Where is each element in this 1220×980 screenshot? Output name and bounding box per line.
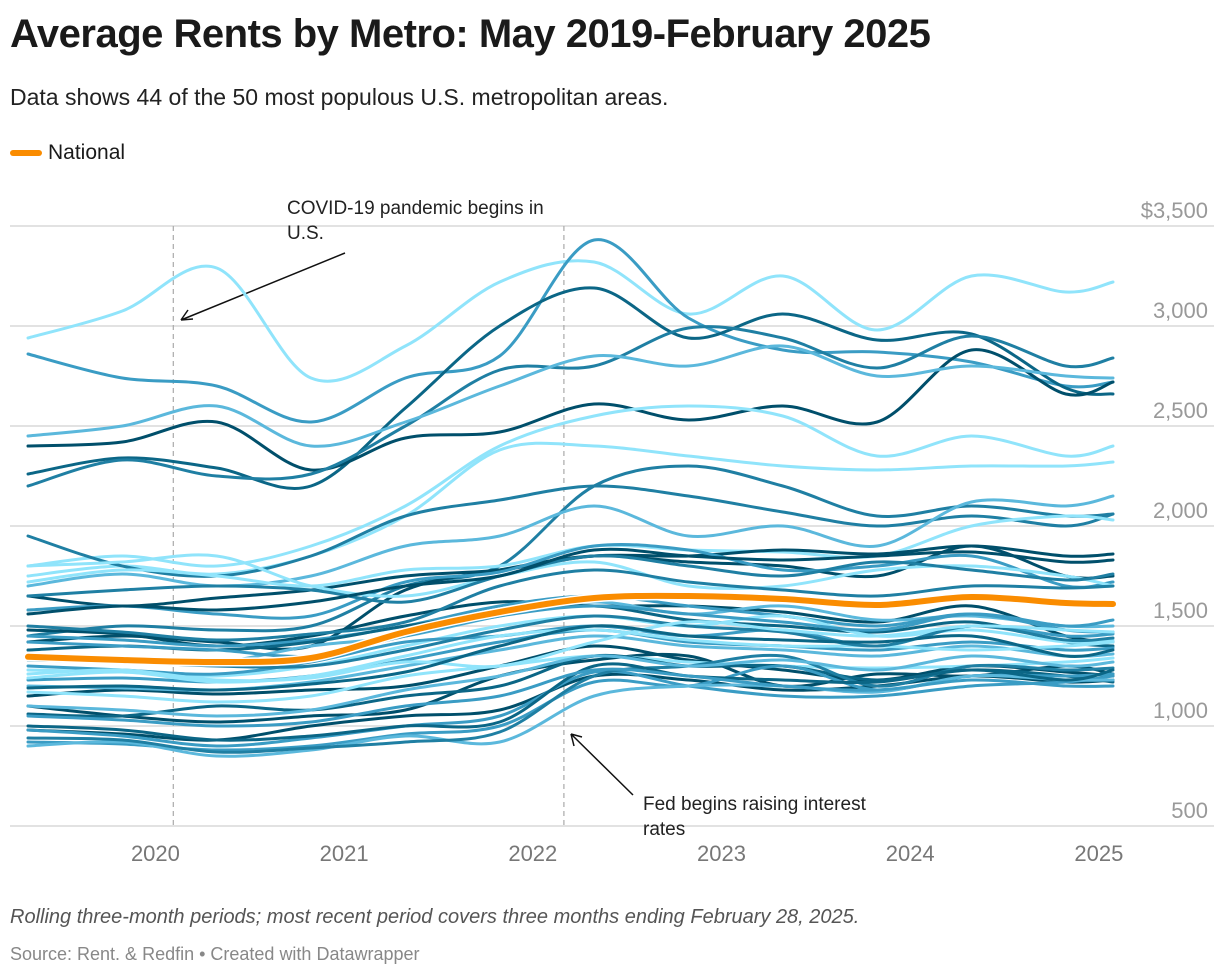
metro-line-42 [26, 654, 1115, 718]
national-series [23, 591, 1118, 667]
metro-line-8 [26, 441, 1115, 578]
x-axis-labels: 2020 2021 2022 2023 2024 2025 [131, 841, 1123, 866]
y-tick-label: 1,500 [1153, 598, 1208, 623]
x-tick-label: 2020 [131, 841, 180, 866]
metro-line-34 [26, 653, 1115, 754]
y-tick-label: 2,500 [1153, 398, 1208, 423]
metro-line-36 [26, 628, 1115, 684]
annotation-arrow-covid [180, 252, 346, 321]
metro-line-40 [26, 667, 1115, 728]
chart-title: Average Rents by Metro: May 2019-Februar… [10, 12, 931, 56]
x-tick-label: 2025 [1074, 841, 1123, 866]
metro-line-31 [26, 669, 1115, 748]
chart-subtitle: Data shows 44 of the 50 most populous U.… [10, 84, 669, 110]
metro-line-37 [26, 604, 1115, 658]
metro-line-17 [26, 554, 1115, 604]
annotation-text-fed: Fed begins raising interest [643, 794, 867, 815]
metro-line-39 [26, 620, 1115, 683]
metro-line-41 [26, 624, 1115, 692]
metro-line-6 [26, 344, 1115, 448]
metro-line-7 [26, 404, 1115, 568]
legend: National [10, 141, 125, 165]
metro-line-1 [26, 259, 1115, 383]
x-tick-label: 2023 [697, 841, 746, 866]
metro-line-5 [26, 325, 1115, 488]
metro-line-4 [26, 348, 1115, 472]
annotation-arrow-fed [570, 733, 634, 796]
y-tick-label: 2,000 [1153, 498, 1208, 523]
metro-line-15 [26, 542, 1115, 620]
y-tick-label: 3,000 [1153, 298, 1208, 323]
metro-line-43 [26, 568, 1115, 642]
metro-line-44 [26, 547, 1115, 616]
annotation-text-covid: U.S. [287, 223, 324, 244]
x-tick-label: 2022 [508, 841, 557, 866]
annotation-text-fed: rates [643, 819, 685, 840]
metro-line-35 [26, 662, 1115, 742]
x-tick-label: 2024 [886, 841, 935, 866]
y-axis-labels: $3,500 3,000 2,500 2,000 1,500 1,000 500 [1141, 198, 1208, 823]
national-line [25, 592, 1116, 666]
metro-line-16 [26, 553, 1115, 598]
annotations: COVID-19 pandemic begins in U.S. Fed begin… [172, 198, 867, 840]
y-tick-label: 1,000 [1153, 698, 1208, 723]
x-tick-label: 2021 [320, 841, 369, 866]
legend-swatch-national [10, 150, 42, 156]
metro-line-3 [26, 286, 1115, 490]
source-credit: Source: Rent. & Redfin • Created with Da… [10, 944, 420, 964]
y-tick-label: $3,500 [1141, 198, 1208, 223]
legend-label-national: National [48, 141, 126, 164]
y-tick-label: 500 [1171, 798, 1208, 823]
metro-series [26, 238, 1115, 758]
annotation-text-covid: COVID-19 pandemic begins in [287, 198, 544, 219]
metro-line-33 [26, 674, 1115, 758]
footnote: Rolling three-month periods; most recent… [10, 906, 860, 928]
